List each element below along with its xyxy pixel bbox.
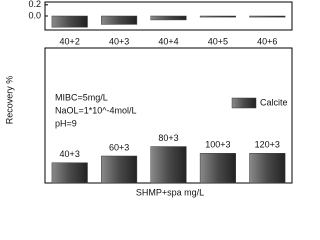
bar [150, 146, 187, 184]
page: Recovery % SHMP+spa mg/L 0.2 0.0 40+2 40+3 4… [4, 0, 293, 198]
category-label: 40+5 [208, 36, 228, 46]
category-label: 40+6 [257, 36, 277, 46]
bar [51, 15, 88, 28]
category-label: 120+3 [255, 140, 280, 150]
bar [150, 15, 187, 21]
bar [199, 153, 236, 184]
annotation: pH=9 [55, 118, 77, 128]
category-label: 60+3 [109, 142, 129, 152]
y-tick-label: 0.0 [28, 10, 41, 20]
category-label: 100+3 [205, 140, 230, 150]
bar [51, 162, 88, 184]
annotation: MIBC=5mg/L [55, 92, 108, 102]
bar [249, 15, 286, 18]
y-axis-label: Recovery % [4, 76, 14, 125]
legend-swatch [231, 97, 257, 109]
category-label: 40+3 [60, 149, 80, 159]
category-label: 40+3 [109, 36, 129, 46]
category-label: 40+2 [60, 36, 80, 46]
bar [101, 155, 138, 184]
chart: Recovery % SHMP+spa mg/L 0.20.0 40+2 40+3 4… [4, 0, 293, 197]
y-tick-label: 0.2 [28, 0, 41, 9]
category-label: 80+3 [158, 133, 178, 143]
bar [199, 15, 236, 18]
annotation: NaOL=1*10^-4mol/L [55, 105, 137, 115]
x-axis-label: SHMP+spa mg/L [136, 187, 204, 197]
legend-label: Calcite [260, 97, 288, 107]
bar [249, 153, 286, 184]
category-label: 40+4 [158, 36, 178, 46]
bar [101, 15, 138, 25]
